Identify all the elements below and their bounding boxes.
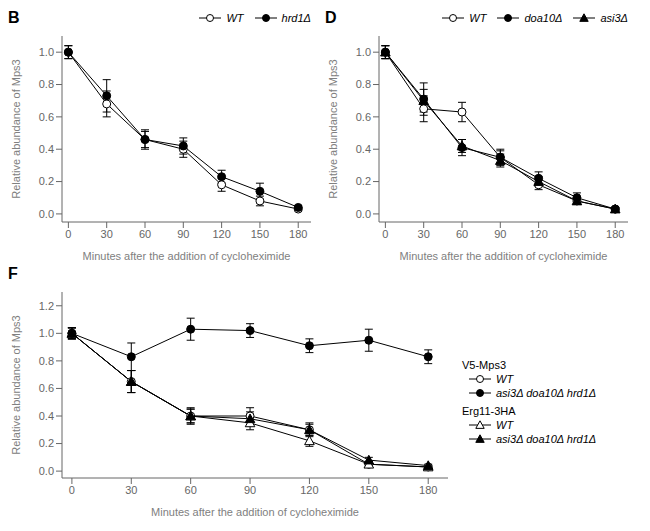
html-text:doa10Δ: doa10Δ: [524, 12, 563, 24]
html-text:Erg11-3HA: Erg11-3HA: [462, 405, 516, 417]
svg-text:0.0: 0.0: [39, 208, 54, 220]
svg-text:Relative abundance of Mps3: Relative abundance of Mps3: [10, 315, 22, 454]
svg-text:30: 30: [125, 484, 137, 496]
html-text:B: B: [8, 9, 20, 26]
svg-text:0: 0: [382, 228, 388, 240]
svg-text:0.2: 0.2: [39, 437, 54, 449]
svg-text:60: 60: [456, 228, 468, 240]
svg-text:0.2: 0.2: [39, 175, 54, 187]
svg-text:0.0: 0.0: [356, 208, 371, 220]
html-text:asi3Δ doa10Δ hrd1Δ: asi3Δ doa10Δ hrd1Δ: [496, 433, 597, 445]
svg-text:1.0: 1.0: [39, 46, 54, 58]
html-text:WT: WT: [469, 12, 487, 24]
svg-text:0.6: 0.6: [39, 382, 54, 394]
svg-text:1.0: 1.0: [356, 46, 371, 58]
svg-text:1.2: 1.2: [39, 300, 54, 312]
html-text:V5-Mps3: V5-Mps3: [462, 359, 506, 371]
svg-text:150: 150: [251, 228, 269, 240]
svg-text:180: 180: [289, 228, 307, 240]
svg-text:150: 150: [360, 484, 378, 496]
svg-text:Relative abundance of Mps3: Relative abundance of Mps3: [10, 59, 22, 198]
svg-text:0.4: 0.4: [356, 143, 371, 155]
html-text:WT: WT: [496, 373, 514, 385]
svg-text:90: 90: [494, 228, 506, 240]
svg-text:0.8: 0.8: [356, 78, 371, 90]
svg-text:30: 30: [101, 228, 113, 240]
svg-text:0.8: 0.8: [39, 355, 54, 367]
html-text:WT: WT: [226, 12, 244, 24]
svg-text:0.8: 0.8: [39, 78, 54, 90]
svg-text:90: 90: [177, 228, 189, 240]
html-text:asi3Δ: asi3Δ: [600, 12, 628, 24]
svg-text:Minutes after the addition of: Minutes after the addition of cyclohexim…: [151, 506, 359, 518]
svg-text:0.6: 0.6: [39, 111, 54, 123]
svg-text:0.2: 0.2: [356, 175, 371, 187]
svg-text:60: 60: [139, 228, 151, 240]
svg-text:Minutes after the addition of: Minutes after the addition of cyclohexim…: [83, 250, 291, 262]
svg-text:60: 60: [185, 484, 197, 496]
svg-text:90: 90: [244, 484, 256, 496]
svg-text:Minutes after the addition of: Minutes after the addition of cyclohexim…: [400, 250, 608, 262]
svg-text:0.6: 0.6: [356, 111, 371, 123]
svg-text:180: 180: [606, 228, 624, 240]
svg-text:Relative abundance of Mps3: Relative abundance of Mps3: [327, 59, 339, 198]
html-text:F: F: [8, 265, 18, 282]
svg-text:1.0: 1.0: [39, 327, 54, 339]
svg-text:0.4: 0.4: [39, 410, 54, 422]
svg-text:120: 120: [529, 228, 547, 240]
svg-text:0: 0: [65, 228, 71, 240]
svg-text:120: 120: [212, 228, 230, 240]
html-text:WT: WT: [496, 419, 514, 431]
html-text:D: D: [325, 9, 337, 26]
html-text:hrd1Δ: hrd1Δ: [281, 12, 311, 24]
svg-text:0.4: 0.4: [39, 143, 54, 155]
svg-text:0: 0: [69, 484, 75, 496]
svg-text:180: 180: [419, 484, 437, 496]
html-text:asi3Δ doa10Δ hrd1Δ: asi3Δ doa10Δ hrd1Δ: [496, 387, 597, 399]
svg-text:30: 30: [418, 228, 430, 240]
svg-text:120: 120: [300, 484, 318, 496]
svg-text:0.0: 0.0: [39, 465, 54, 477]
svg-text:150: 150: [568, 228, 586, 240]
